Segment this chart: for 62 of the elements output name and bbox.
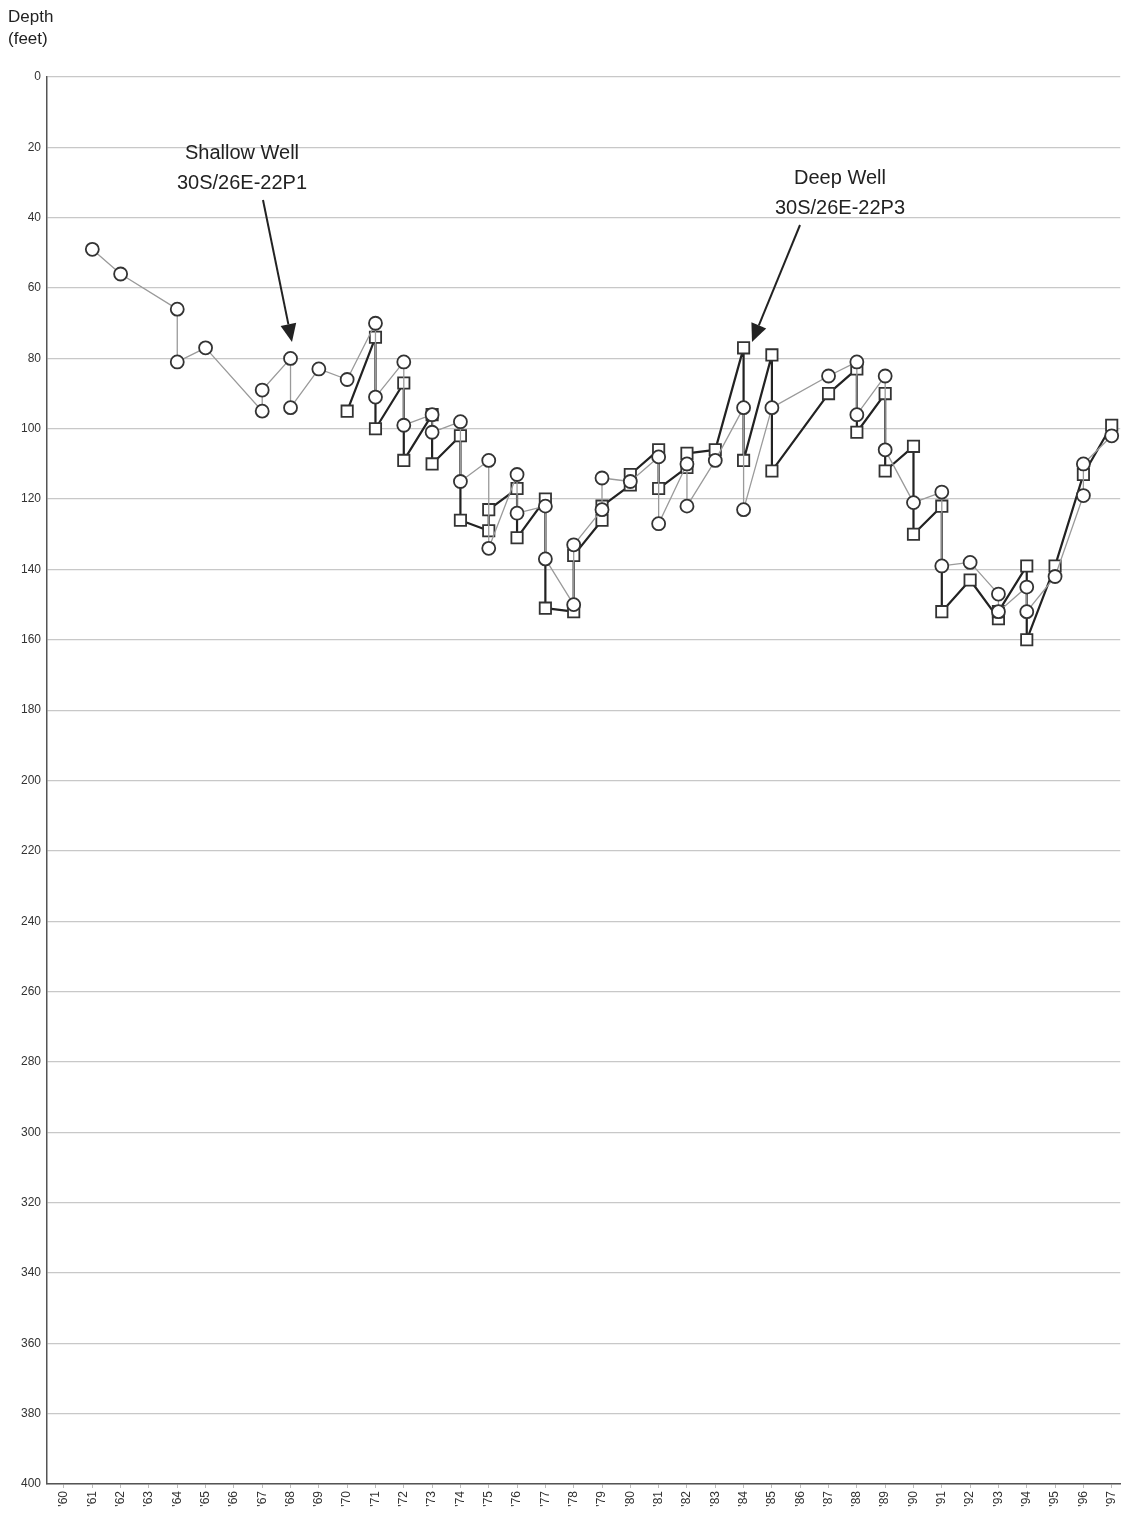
x-tick-label: '61	[84, 1490, 99, 1507]
x-tick-label: '68	[282, 1490, 297, 1507]
y-tick-label: 220	[20, 843, 42, 858]
annotation: Deep Well 30S/26E-22P3	[773, 165, 907, 220]
x-tick-label: '67	[254, 1490, 269, 1507]
x-tick-label: '85	[764, 1490, 779, 1507]
x-tick-label: '70	[339, 1490, 354, 1507]
x-tick-label: '92	[962, 1490, 977, 1507]
y-tick-label: 20	[27, 139, 42, 154]
y-tick-label: 380	[20, 1405, 42, 1420]
y-tick-label: 140	[20, 561, 42, 576]
x-tick-label: '97	[1104, 1490, 1119, 1507]
y-tick-label: 60	[27, 280, 42, 295]
x-tick-label: '78	[566, 1490, 580, 1507]
x-tick-label: '65	[197, 1490, 212, 1507]
x-tick-label: '95	[1047, 1490, 1062, 1507]
x-tick-label: '86	[792, 1490, 807, 1507]
x-tick-label: '80	[622, 1490, 637, 1507]
x-tick-label: '90	[905, 1490, 920, 1507]
x-tick-label: '69	[311, 1490, 326, 1507]
y-tick-label: 40	[27, 210, 42, 225]
y-tick-label: 0	[34, 69, 42, 84]
y-tick-label: 240	[20, 913, 42, 928]
x-tick-label: '75	[481, 1490, 496, 1507]
y-tick-label: 340	[20, 1265, 42, 1280]
x-tick-label: '87	[820, 1490, 835, 1507]
y-tick-label: 180	[20, 702, 42, 717]
x-tick-label: '91	[934, 1490, 949, 1507]
x-tick-label: '83	[707, 1490, 722, 1507]
y-tick-label: 120	[20, 491, 42, 506]
x-tick-label: '81	[650, 1490, 665, 1507]
x-tick-label: '74	[452, 1490, 467, 1507]
x-tick-label: '64	[169, 1490, 184, 1507]
annotation: Shallow Well 30S/26E-22P1	[175, 140, 309, 195]
y-axis-title: Depth (feet)	[8, 6, 55, 50]
x-tick-label: '79	[594, 1490, 609, 1507]
x-tick-label: '73	[424, 1490, 439, 1507]
y-tick-label: 260	[20, 983, 42, 998]
y-tick-label: 200	[20, 772, 42, 787]
y-tick-label: 300	[20, 1124, 42, 1139]
x-tick-label: '82	[679, 1490, 694, 1507]
x-tick-label: '93	[990, 1490, 1005, 1507]
x-tick-label: '66	[226, 1490, 241, 1507]
y-tick-label: 80	[27, 350, 42, 365]
x-tick-label: '89	[877, 1490, 892, 1507]
y-tick-label: 360	[20, 1335, 42, 1350]
y-tick-label: 400	[20, 1476, 42, 1491]
x-tick-label: '60	[56, 1490, 71, 1507]
x-tick-label: '94	[1019, 1490, 1034, 1507]
x-tick-label: '62	[112, 1490, 127, 1507]
y-tick-label: 280	[20, 1054, 42, 1069]
x-tick-label: '72	[396, 1490, 411, 1507]
y-tick-label: 320	[20, 1194, 42, 1209]
x-tick-label: '96	[1075, 1490, 1090, 1507]
y-tick-label: 160	[20, 632, 42, 647]
x-tick-label: '76	[509, 1490, 524, 1507]
x-tick-label: '71	[367, 1490, 382, 1507]
x-tick-label: '63	[141, 1490, 156, 1507]
x-tick-label: '88	[849, 1490, 864, 1507]
y-tick-label: 100	[20, 421, 42, 436]
x-tick-label: '84	[735, 1490, 750, 1507]
x-tick-label: '77	[537, 1490, 552, 1507]
